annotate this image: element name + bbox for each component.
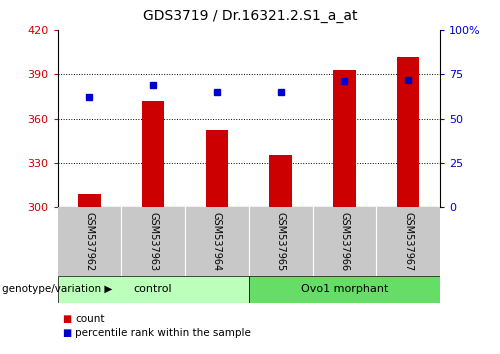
Bar	[142, 101, 165, 207]
Bar	[58, 276, 249, 303]
Text: GSM537963: GSM537963	[148, 212, 158, 271]
Bar	[206, 130, 228, 207]
Text: GSM537964: GSM537964	[212, 212, 222, 271]
Bar	[78, 194, 100, 207]
Text: ■: ■	[62, 328, 72, 338]
Text: genotype/variation ▶: genotype/variation ▶	[2, 284, 113, 295]
Text: control: control	[134, 284, 172, 295]
Bar	[333, 70, 355, 207]
Bar	[249, 276, 440, 303]
Text: GSM537967: GSM537967	[403, 212, 413, 271]
Text: GDS3719 / Dr.16321.2.S1_a_at: GDS3719 / Dr.16321.2.S1_a_at	[143, 9, 357, 23]
Text: GSM537965: GSM537965	[276, 212, 285, 271]
Text: percentile rank within the sample: percentile rank within the sample	[75, 328, 251, 338]
Bar	[397, 57, 419, 207]
Text: count: count	[75, 314, 104, 324]
Text: GSM537966: GSM537966	[340, 212, 349, 271]
Bar	[270, 155, 292, 207]
Text: GSM537962: GSM537962	[84, 212, 94, 271]
Text: ■: ■	[62, 314, 72, 324]
Text: Ovo1 morphant: Ovo1 morphant	[300, 284, 388, 295]
